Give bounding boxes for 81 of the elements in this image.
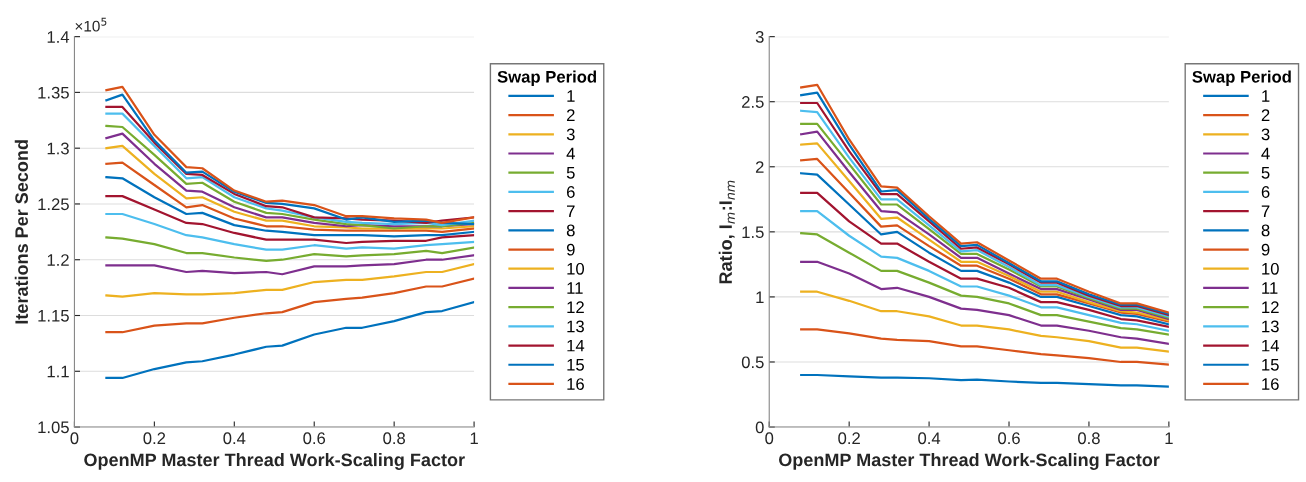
legend-label: 1 [1262, 90, 1270, 102]
x-tick-label: 0.6 [303, 432, 326, 445]
legend-label: 6 [566, 186, 575, 198]
line-series [800, 290, 1169, 353]
legend-title: Swap Period [497, 70, 596, 86]
y-axis-title: Ratio, I$_{m}$:I$_{nm}$ [718, 180, 735, 284]
x-axis-title: OpenMP Master Thread Work-Scaling Factor [84, 453, 465, 470]
line-series [105, 263, 475, 298]
legend-title: Swap Period [1192, 70, 1291, 86]
x-tick-label: 1 [1165, 432, 1173, 444]
y-tick-label: 1 [756, 291, 764, 303]
legend-label: 6 [1261, 186, 1270, 198]
legend-label: 10 [1262, 262, 1279, 275]
x-tick-label: 0.6 [998, 432, 1020, 445]
y-axis-title: Iterations Per Second [14, 140, 29, 324]
legend-label: 7 [567, 205, 575, 217]
y-tick-label: 1.3 [47, 142, 69, 155]
line-series [800, 209, 1169, 332]
legend-label: 2 [1261, 109, 1270, 121]
line-series [105, 277, 475, 334]
x-tick-label: 0.2 [838, 432, 860, 445]
line-series [800, 232, 1169, 336]
y-tick-label: 1.5 [742, 226, 764, 239]
legend-label: 14 [567, 339, 585, 352]
x-tick-label: 0.8 [1078, 432, 1100, 445]
legend-label: 16 [567, 378, 584, 390]
legend-label: 12 [567, 301, 584, 313]
x-tick-label: 0.4 [223, 432, 246, 445]
legend-label: 4 [566, 147, 575, 160]
legend-label: 3 [566, 128, 575, 141]
legend-label: 11 [1262, 282, 1278, 294]
y-tick-label: 1.2 [47, 254, 69, 266]
legend-label: 1 [567, 90, 575, 102]
y-tick-label: 2.5 [742, 96, 764, 108]
legend-label: 11 [567, 282, 583, 294]
x-axis-title: OpenMP Master Thread Work-Scaling Factor [779, 453, 1160, 470]
y-tick-label: 1.25 [38, 198, 69, 211]
y-tick-label: 3 [755, 31, 764, 43]
text: ×10$^{5}$ [75, 17, 107, 32]
x-tick-label: 0.4 [918, 432, 941, 445]
line-series [800, 373, 1169, 388]
y-tick-label: 0 [755, 421, 764, 434]
legend-label: 8 [1261, 224, 1270, 237]
legend-label: 15 [1262, 359, 1279, 371]
legend-label: 5 [566, 167, 575, 179]
line-series [800, 328, 1169, 366]
legend-label: 13 [567, 320, 584, 333]
line-series [105, 176, 475, 238]
legend-label: 10 [567, 262, 585, 275]
y-tick-label: 1.1 [47, 365, 69, 378]
legend-label: 7 [1261, 205, 1270, 217]
legend-label: 15 [567, 359, 584, 371]
line-series [105, 161, 475, 233]
line-series [105, 301, 475, 380]
line-series [105, 212, 475, 251]
y-tick-label: 0.5 [741, 356, 764, 369]
legend-label: 5 [1261, 167, 1270, 179]
legend-label: 2 [566, 109, 575, 121]
y-tick-label: 1.05 [38, 421, 69, 434]
x-tick-label: 0.2 [143, 432, 166, 445]
legend-label: 3 [1261, 128, 1270, 141]
legend-label: 13 [1262, 320, 1279, 333]
legend-label: 9 [1261, 243, 1270, 256]
line-series [105, 236, 475, 262]
x-tick-label: 1 [470, 432, 478, 444]
legend-label: 14 [1262, 339, 1279, 352]
x-tick-label: 0 [70, 432, 79, 445]
x-tick-label: 0 [765, 432, 774, 445]
y-tick-label: 1.35 [38, 86, 69, 99]
y-tick-label: 1.4 [47, 31, 70, 43]
line-series [800, 260, 1169, 345]
line-series [105, 195, 475, 245]
legend-label: 9 [566, 243, 575, 256]
legend-label: 16 [1262, 378, 1279, 390]
legend-label: 8 [566, 224, 575, 237]
y-tick-label: 2 [755, 161, 764, 173]
x-tick-label: 0.8 [383, 432, 406, 445]
y-tick-label: 1.15 [38, 310, 69, 322]
line-series [105, 254, 475, 276]
legend-label: 12 [1262, 301, 1279, 313]
legend-label: 4 [1261, 147, 1270, 160]
